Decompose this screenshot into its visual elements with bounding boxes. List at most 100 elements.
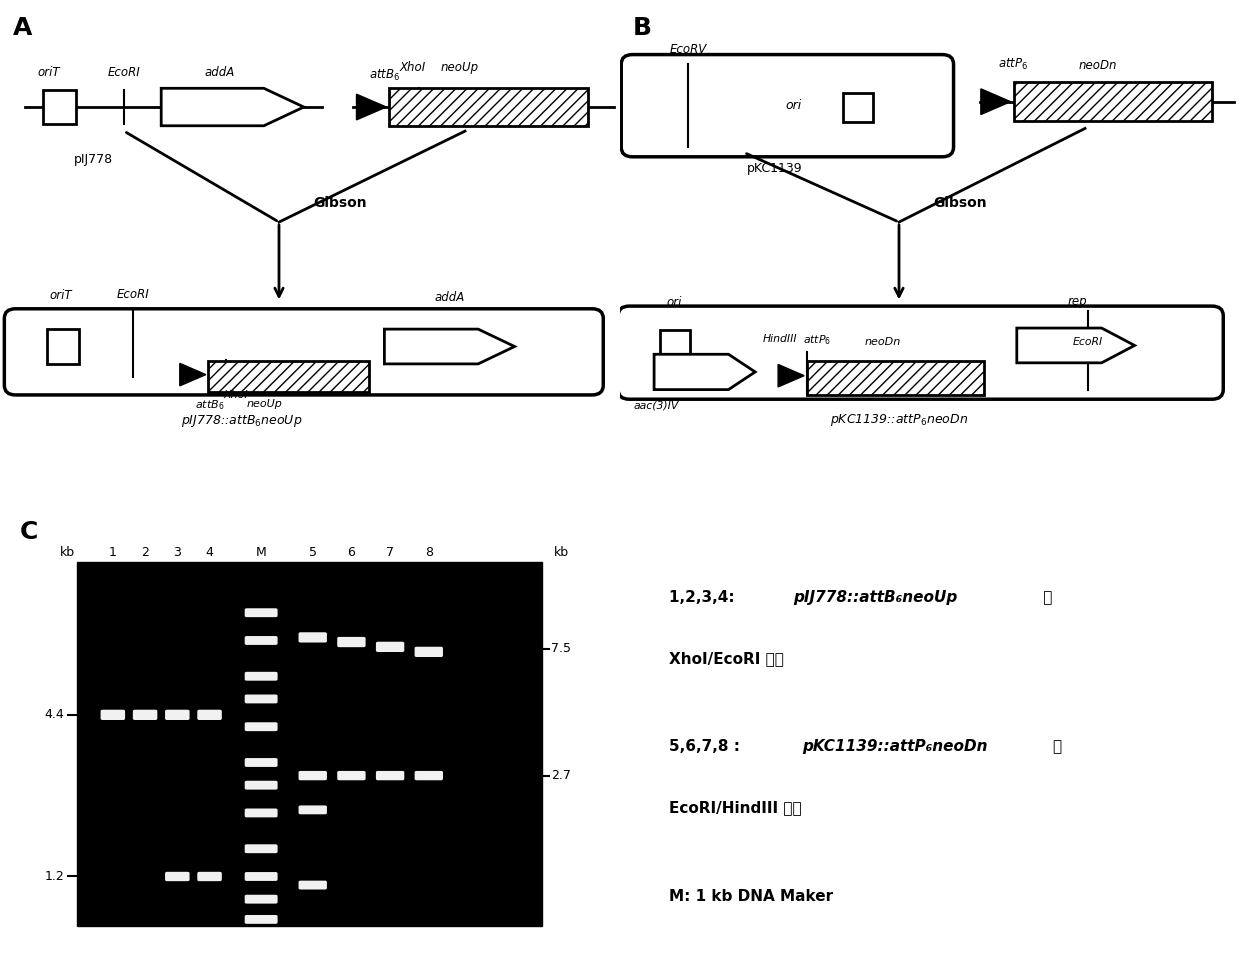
FancyBboxPatch shape: [5, 308, 603, 395]
Text: 5,6,7,8 :: 5,6,7,8 :: [668, 739, 745, 754]
Text: oriT: oriT: [50, 289, 72, 303]
FancyBboxPatch shape: [618, 306, 1223, 399]
Text: 6: 6: [347, 546, 356, 559]
Text: EcoRI: EcoRI: [117, 288, 150, 301]
Polygon shape: [180, 363, 206, 386]
Text: 4.4: 4.4: [45, 708, 64, 721]
Text: EcoRI/HindIII 酵切: EcoRI/HindIII 酵切: [668, 800, 801, 815]
Text: 经: 经: [1053, 739, 1061, 754]
FancyBboxPatch shape: [244, 671, 278, 681]
FancyBboxPatch shape: [843, 92, 873, 122]
Text: 5: 5: [309, 546, 316, 559]
FancyBboxPatch shape: [299, 771, 327, 780]
FancyBboxPatch shape: [299, 632, 327, 642]
Text: 2: 2: [141, 546, 149, 559]
FancyBboxPatch shape: [299, 806, 327, 814]
Text: M: 1 kb DNA Maker: M: 1 kb DNA Maker: [668, 889, 833, 904]
Text: attP$_6$: attP$_6$: [804, 333, 831, 346]
Text: EcoRI: EcoRI: [1073, 337, 1104, 346]
FancyBboxPatch shape: [1014, 82, 1211, 122]
FancyBboxPatch shape: [244, 895, 278, 904]
Text: ori: ori: [785, 99, 802, 113]
Text: neoDn: neoDn: [1079, 59, 1117, 72]
FancyBboxPatch shape: [244, 915, 278, 923]
Text: oriT: oriT: [37, 66, 60, 79]
Text: EcoRV: EcoRV: [670, 43, 707, 56]
Polygon shape: [357, 94, 387, 120]
Polygon shape: [981, 89, 1011, 115]
Text: aac(3)IV: aac(3)IV: [634, 400, 680, 411]
Text: C: C: [20, 520, 37, 544]
FancyBboxPatch shape: [100, 709, 125, 720]
FancyBboxPatch shape: [197, 872, 222, 882]
Text: pIJ778: pIJ778: [73, 153, 113, 165]
Text: kb: kb: [61, 546, 76, 559]
Text: HindIII: HindIII: [763, 334, 797, 343]
Text: 1.2: 1.2: [45, 870, 64, 883]
FancyBboxPatch shape: [376, 771, 404, 780]
FancyBboxPatch shape: [244, 608, 278, 617]
Text: XhoI: XhoI: [223, 389, 248, 400]
FancyBboxPatch shape: [299, 881, 327, 889]
Text: neoUp: neoUp: [440, 61, 479, 74]
Text: attP$_6$: attP$_6$: [998, 57, 1028, 72]
FancyBboxPatch shape: [244, 809, 278, 817]
Text: pIJ778::attB₆neoUp: pIJ778::attB₆neoUp: [794, 590, 957, 605]
Polygon shape: [384, 329, 515, 364]
Polygon shape: [779, 365, 804, 387]
FancyBboxPatch shape: [660, 330, 689, 360]
Text: neoUp: neoUp: [247, 399, 283, 409]
FancyBboxPatch shape: [337, 771, 366, 780]
Text: rep: rep: [1068, 295, 1087, 307]
Text: kb: kb: [553, 546, 568, 559]
Text: 7.5: 7.5: [552, 642, 572, 655]
FancyBboxPatch shape: [197, 709, 222, 720]
Text: neoDn: neoDn: [866, 337, 901, 346]
Text: pKC1139::attP₆neoDn: pKC1139::attP₆neoDn: [802, 739, 988, 754]
FancyBboxPatch shape: [244, 722, 278, 731]
FancyBboxPatch shape: [621, 54, 954, 157]
Text: ori: ori: [667, 297, 682, 309]
FancyBboxPatch shape: [376, 642, 404, 652]
Text: 1,2,3,4:: 1,2,3,4:: [668, 590, 739, 605]
FancyBboxPatch shape: [133, 709, 157, 720]
FancyBboxPatch shape: [244, 845, 278, 853]
FancyBboxPatch shape: [43, 90, 76, 125]
Text: 3: 3: [174, 546, 181, 559]
FancyBboxPatch shape: [244, 758, 278, 767]
Text: 7: 7: [386, 546, 394, 559]
FancyBboxPatch shape: [208, 361, 370, 392]
FancyBboxPatch shape: [244, 780, 278, 790]
FancyBboxPatch shape: [244, 872, 278, 881]
Text: XhoI/EcoRI 酵切: XhoI/EcoRI 酵切: [668, 651, 784, 666]
Text: addA: addA: [205, 66, 236, 79]
Text: 8: 8: [425, 546, 433, 559]
Text: 经: 经: [1038, 590, 1052, 605]
Text: B: B: [632, 16, 651, 40]
FancyBboxPatch shape: [165, 872, 190, 882]
Text: pKC1139: pKC1139: [748, 162, 802, 174]
FancyBboxPatch shape: [77, 562, 542, 926]
Text: pKC1139::attP$_6$neoDn: pKC1139::attP$_6$neoDn: [830, 412, 968, 428]
FancyBboxPatch shape: [165, 709, 190, 720]
Text: attB$_6$: attB$_6$: [370, 68, 401, 83]
FancyBboxPatch shape: [244, 636, 278, 645]
Text: EcoRI: EcoRI: [108, 66, 140, 79]
Polygon shape: [161, 89, 304, 126]
Text: A: A: [12, 16, 32, 40]
Text: addA: addA: [434, 291, 465, 304]
Text: Gibson: Gibson: [932, 197, 987, 210]
FancyBboxPatch shape: [337, 637, 366, 647]
FancyBboxPatch shape: [807, 361, 985, 395]
Polygon shape: [1017, 328, 1135, 363]
Text: attB$_6$: attB$_6$: [195, 399, 224, 413]
Text: Gibson: Gibson: [312, 197, 367, 210]
Text: 4: 4: [206, 546, 213, 559]
Text: 1: 1: [109, 546, 117, 559]
Text: XhoI: XhoI: [399, 61, 427, 74]
FancyBboxPatch shape: [389, 89, 588, 126]
FancyBboxPatch shape: [414, 647, 443, 657]
FancyBboxPatch shape: [414, 771, 443, 780]
Text: M: M: [255, 546, 267, 559]
Polygon shape: [655, 354, 755, 389]
